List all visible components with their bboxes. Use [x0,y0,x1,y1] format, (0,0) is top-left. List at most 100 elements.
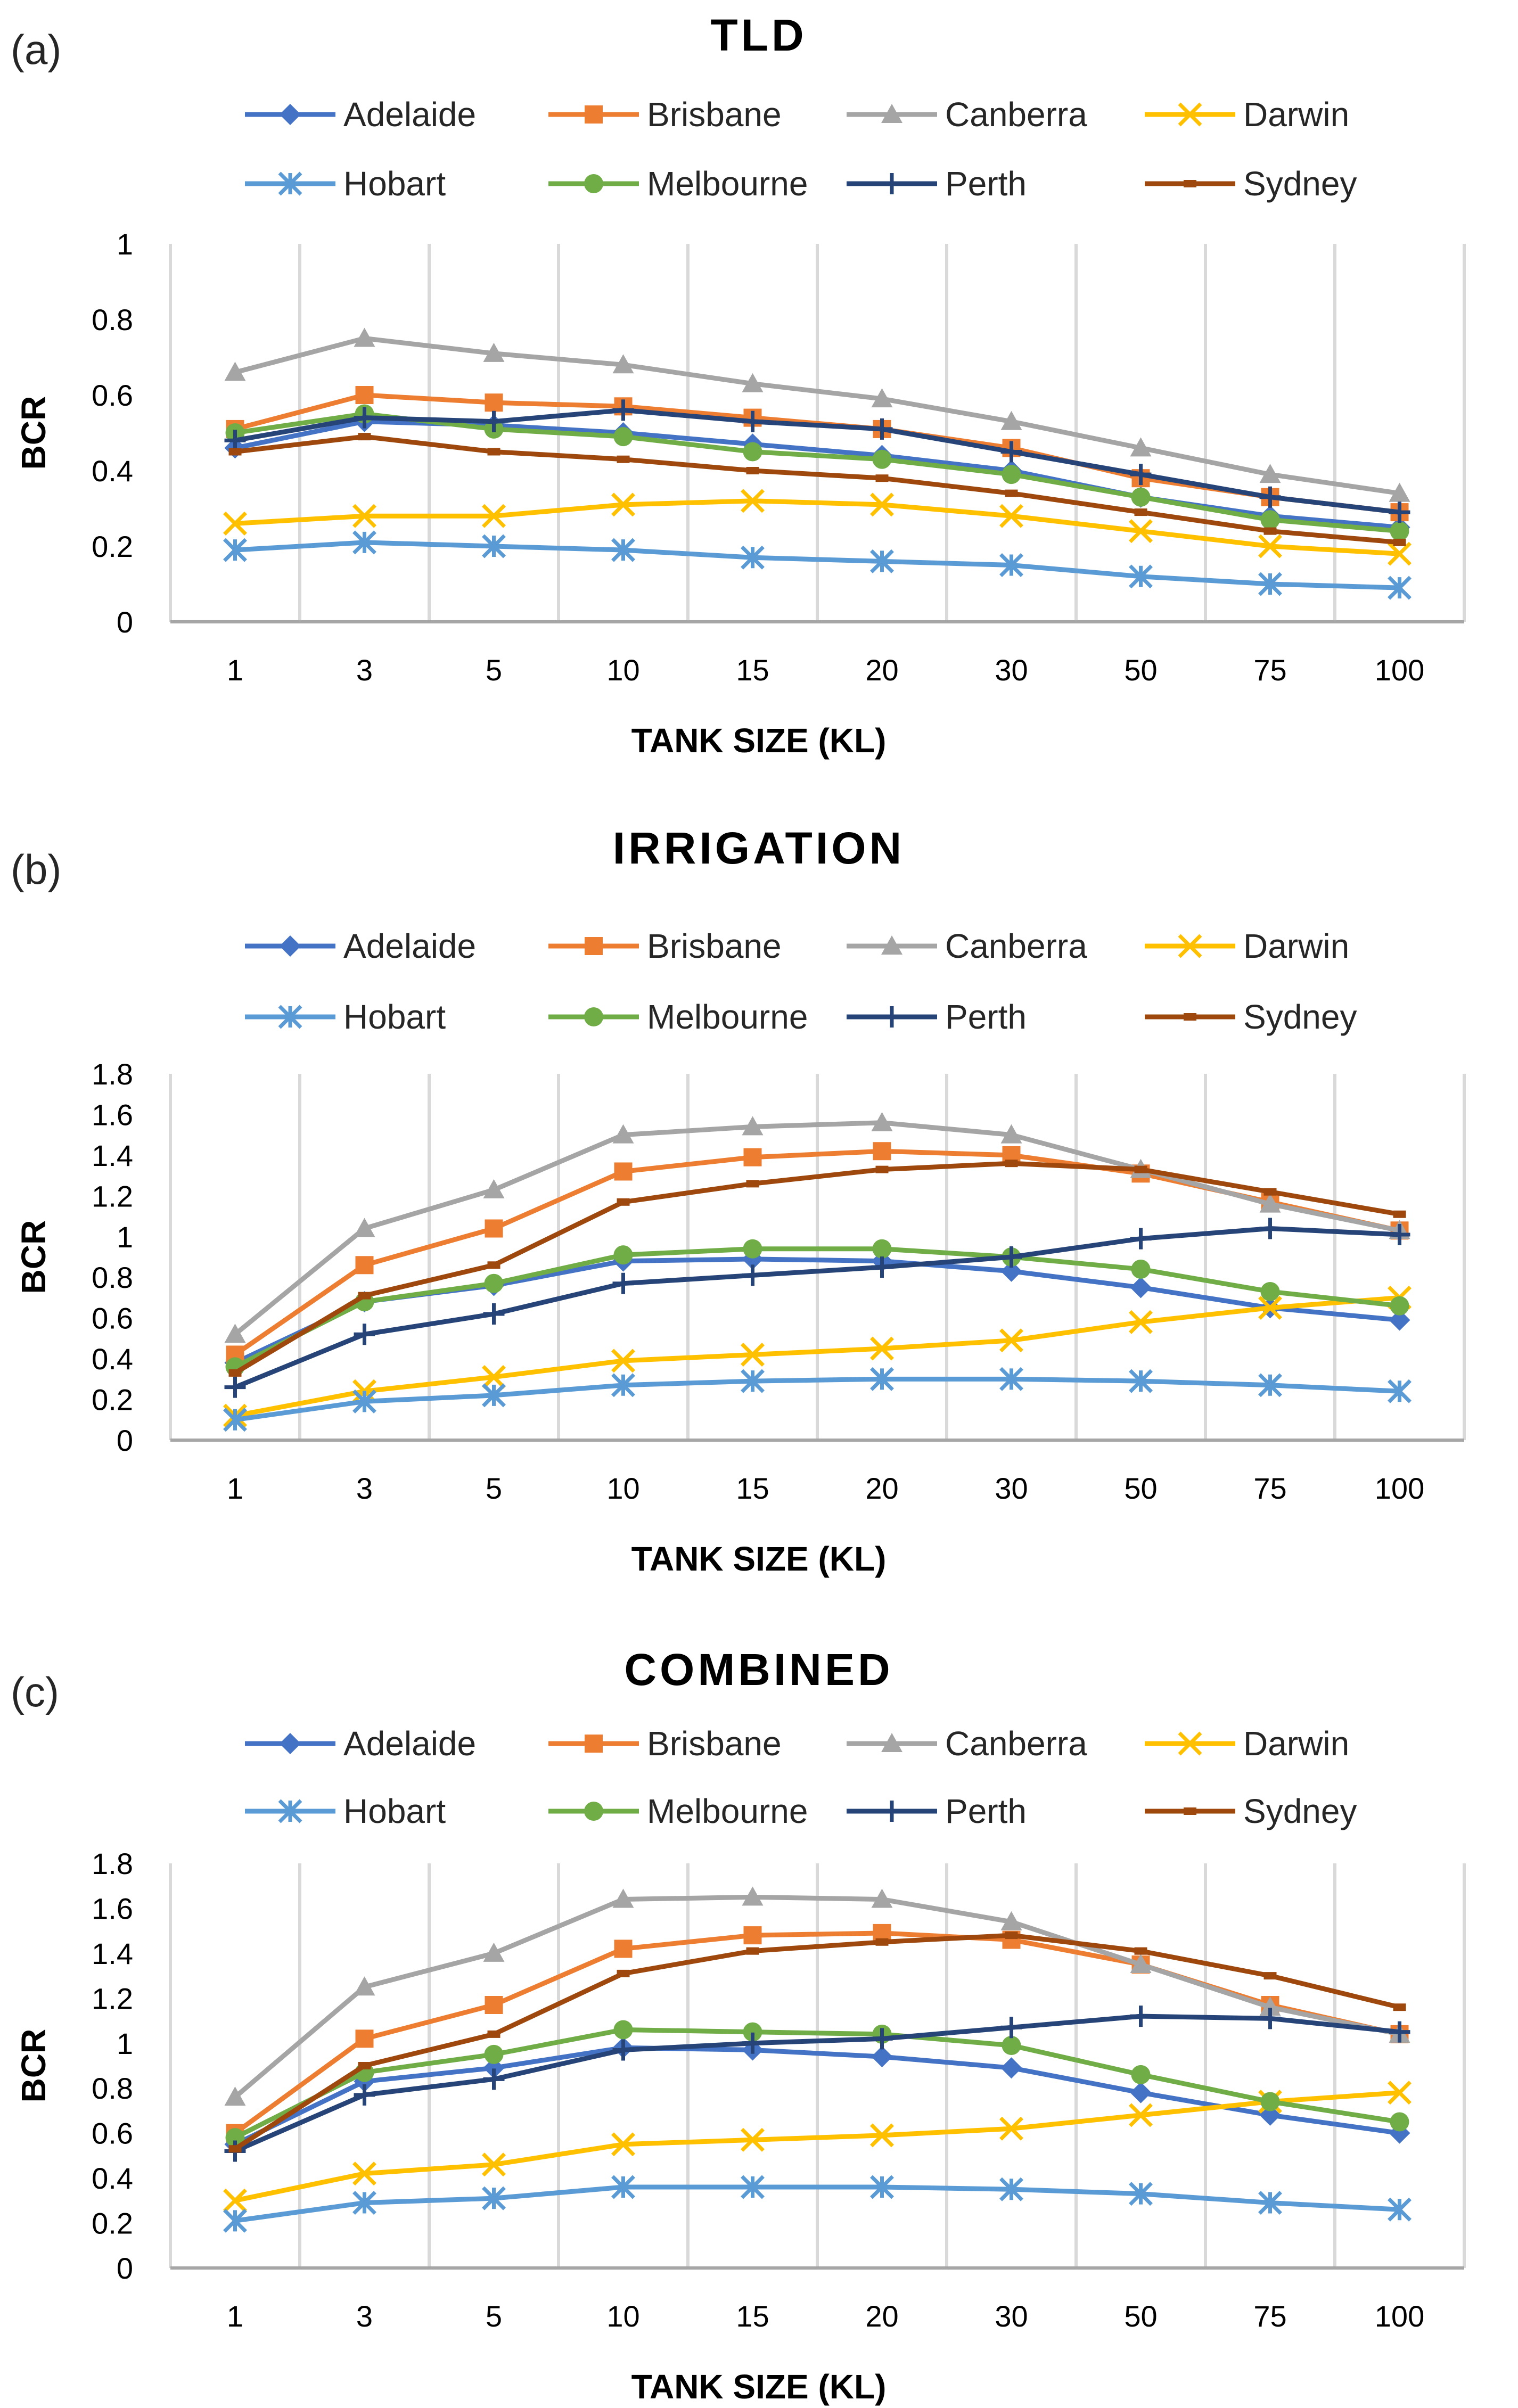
data-point [223,2208,247,2233]
data-point [742,410,764,432]
data-point [482,504,506,528]
legend-label: Sydney [1243,998,1357,1036]
data-point [612,354,634,374]
data-point [482,2152,506,2177]
data-point [742,1116,764,1136]
legend-plus-icon [881,1006,902,1028]
x-tick-label: 15 [736,1472,769,1505]
legend-dash-icon [1184,1013,1196,1021]
data-point [352,504,376,528]
x-tick-label: 1 [227,653,243,687]
data-point [1005,1932,1018,1939]
data-point [611,492,635,517]
data-point [1130,437,1152,457]
series-line [233,1120,1400,1336]
x-tick-label: 10 [606,2299,639,2333]
data-point [224,1324,246,1343]
data-point [1260,1281,1280,1301]
series-line [234,2090,1400,2203]
data-point [872,1239,892,1259]
data-point [354,2084,375,2106]
series-perth [224,399,1410,523]
legend-label: Melbourne [647,998,808,1036]
legend-x-icon [1178,102,1202,127]
x-tick-label: 3 [356,1472,373,1505]
data-point [228,448,242,456]
series-line [234,407,1400,515]
data-point [611,2175,635,2199]
data-point [224,1376,246,1398]
data-point [1134,1947,1147,1955]
data-point [1259,464,1281,483]
legend-label: Darwin [1243,927,1349,965]
legend-asterisk-icon [278,171,302,196]
data-point [354,1218,375,1237]
panel-label: (c) [11,1669,59,1715]
data-point [999,1367,1023,1391]
series-darwin [223,489,1412,566]
gridlines [169,244,1466,622]
data-point [611,2132,635,2157]
data-point [1393,2003,1406,2011]
y-tick-label: 0 [117,2251,133,2285]
y-tick-label: 1.6 [92,1892,133,1925]
series-perth [224,1218,1410,1398]
legend-label: Adelaide [343,1724,476,1763]
chart-title: IRRIGATION [613,823,905,873]
data-point [999,2177,1023,2201]
legend-circle-icon [584,174,603,193]
series-line [234,1376,1400,1423]
y-tick-label: 0.8 [92,303,133,336]
x-tick-label: 5 [486,653,502,687]
legend-circle-icon [584,1007,603,1026]
series-line [234,2045,1400,2147]
y-tick-label: 0.2 [92,530,133,563]
series-sydney [228,1160,1406,1377]
x-tick-label: 30 [995,2299,1028,2333]
y-tick-label: 1.8 [92,1057,133,1091]
legend-item-adelaide: Adelaide [245,927,476,965]
legend-item-canberra: Canberra [847,1724,1087,1763]
data-point [870,492,894,517]
legend-label: Darwin [1243,95,1349,134]
data-point [875,474,889,482]
data-point [999,2116,1023,2141]
data-point [1258,572,1282,596]
series-sydney [228,1932,1406,2153]
data-point [1134,1165,1147,1173]
data-point [871,388,893,408]
data-point [1258,2191,1282,2215]
data-point [875,1938,889,1946]
legend-label: Melbourne [647,1792,808,1830]
data-point [741,1369,765,1393]
y-tick-label: 1.6 [92,1098,133,1131]
series-darwin [223,2081,1412,2213]
y-axis-title: BCR [14,396,53,470]
data-point [1002,465,1021,484]
data-point [484,2044,504,2064]
legend-dash-icon [1184,180,1196,187]
data-point [223,1408,247,1432]
legend-item-brisbane: Brisbane [548,1724,782,1763]
data-point [1389,482,1410,502]
x-axis-title: TANK SIZE (KL) [631,2368,887,2406]
legend-item-hobart: Hobart [245,1792,446,1830]
data-point [871,1112,893,1131]
data-point [614,1939,633,1958]
data-point [999,553,1023,577]
data-point [1259,2008,1281,2029]
data-point [612,2039,634,2061]
data-point [1000,441,1022,463]
data-point [483,1303,505,1325]
x-tick-label: 100 [1375,2299,1424,2333]
y-tick-label: 0.6 [92,379,133,412]
y-tick-label: 1 [117,227,133,261]
x-tick-label: 1 [227,1472,243,1505]
x-tick-label: 75 [1253,2299,1286,2333]
legend-label: Adelaide [343,95,476,134]
data-point [1263,1972,1277,1980]
legend-diamond-icon [280,935,301,957]
data-point [358,2062,371,2069]
data-point [1388,576,1412,600]
